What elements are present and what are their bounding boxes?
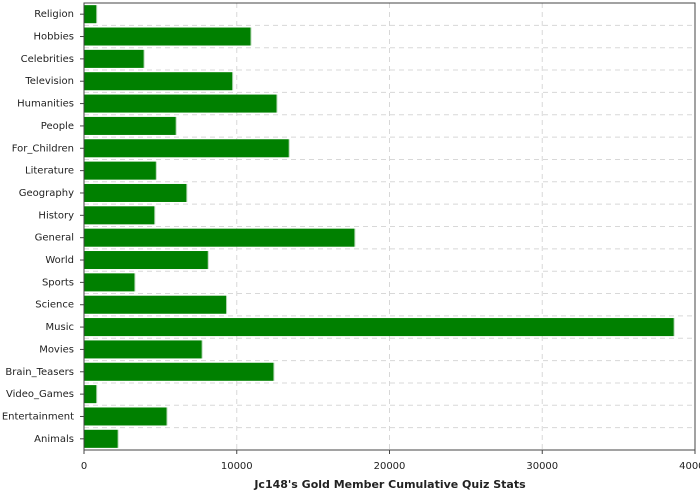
x-tick-label: 40000 xyxy=(679,461,700,472)
y-tick-label: Science xyxy=(35,300,74,311)
x-tick-label: 0 xyxy=(81,461,87,472)
bar xyxy=(84,116,176,135)
y-tick-label: For_Children xyxy=(12,143,74,154)
y-tick-label: Humanities xyxy=(17,99,74,110)
y-tick-label: Television xyxy=(24,76,74,87)
bar xyxy=(84,49,144,68)
y-tick-label: Religion xyxy=(34,9,74,20)
bar xyxy=(84,407,167,426)
y-tick-label: World xyxy=(45,255,74,266)
y-tick-label: People xyxy=(41,121,74,132)
x-tick-label: 20000 xyxy=(374,461,406,472)
y-tick-label: Geography xyxy=(19,188,74,199)
y-tick-label: Sports xyxy=(42,277,74,288)
y-tick-label: Entertainment xyxy=(2,411,74,422)
bar xyxy=(84,340,202,359)
bar xyxy=(84,228,355,247)
bar xyxy=(84,251,208,270)
bar xyxy=(84,362,274,381)
y-tick-label: Celebrities xyxy=(21,54,74,65)
bar xyxy=(84,429,118,448)
bar xyxy=(84,273,135,292)
y-tick-label: Movies xyxy=(39,344,74,355)
y-tick-label: Hobbies xyxy=(34,32,74,43)
bar xyxy=(84,318,674,337)
x-tick-label: 30000 xyxy=(526,461,558,472)
y-tick-label: General xyxy=(35,233,74,244)
bar xyxy=(84,295,227,314)
y-tick-label: Literature xyxy=(25,166,74,177)
y-tick-label: History xyxy=(38,210,74,221)
y-tick-label: Brain_Teasers xyxy=(5,367,74,378)
x-tick-label: 10000 xyxy=(221,461,253,472)
y-tick-label: Video_Games xyxy=(6,389,74,400)
bar xyxy=(84,27,251,46)
y-tick-label: Music xyxy=(46,322,74,333)
x-axis-title: Jc148's Gold Member Cumulative Quiz Stat… xyxy=(253,478,526,491)
bar xyxy=(84,94,277,113)
bar xyxy=(84,183,187,202)
bar xyxy=(84,139,289,158)
bar xyxy=(84,385,97,404)
bar xyxy=(84,161,156,180)
bar xyxy=(84,72,233,91)
bar xyxy=(84,5,97,24)
plot-frame xyxy=(83,2,696,451)
bar xyxy=(84,206,155,225)
y-tick-label: Animals xyxy=(34,434,74,445)
